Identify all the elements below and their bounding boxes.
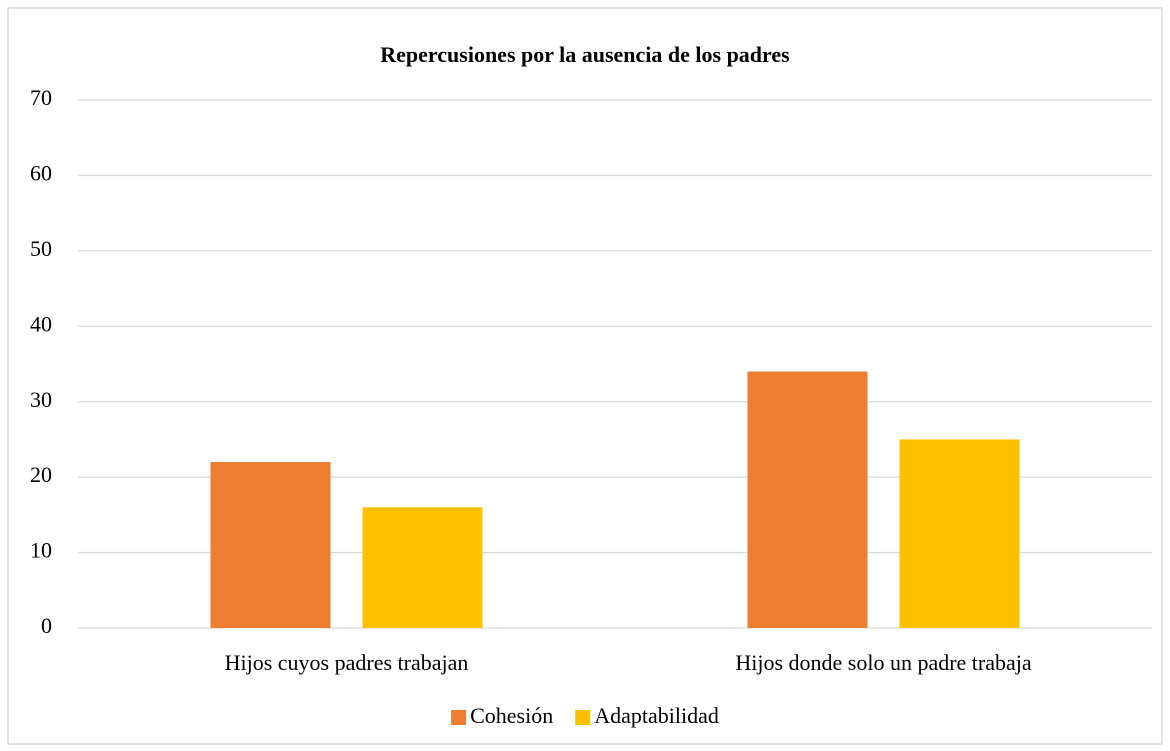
- x-tick-label: Hijos cuyos padres trabajan: [225, 650, 469, 675]
- y-tick-label: 40: [30, 311, 52, 336]
- x-tick-label: Hijos donde solo un padre trabaja: [735, 650, 1032, 675]
- bar: [899, 439, 1020, 628]
- y-tick-label: 50: [30, 236, 52, 261]
- chart-title: Repercusiones por la ausencia de los pad…: [380, 42, 790, 67]
- y-tick-label: 10: [30, 538, 52, 563]
- chart-border: [7, 7, 1163, 745]
- y-tick-label: 60: [30, 160, 52, 185]
- y-tick-label: 0: [41, 613, 52, 638]
- y-tick-label: 70: [30, 85, 52, 110]
- legend-swatch: [451, 710, 467, 725]
- bar: [747, 371, 868, 628]
- legend-label: Adaptabilidad: [594, 703, 719, 728]
- y-tick-label: 20: [30, 462, 52, 487]
- y-tick-label: 30: [30, 387, 52, 412]
- legend-swatch: [575, 710, 591, 725]
- legend-label: Cohesión: [470, 703, 553, 728]
- bar: [210, 462, 331, 628]
- bar: [362, 507, 483, 628]
